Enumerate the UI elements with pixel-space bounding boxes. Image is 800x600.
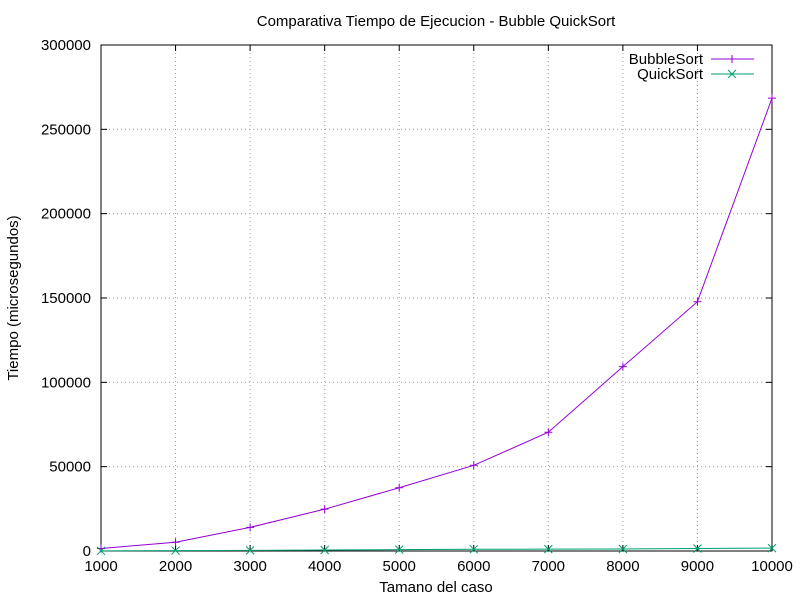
data-point-bubblesort [395, 483, 404, 492]
axis-ticks: 1000 2000 3000 4000 5000 6000 7000 8000 9000 1000… [41, 37, 793, 575]
data-point-quicksort [469, 544, 479, 554]
data-point-quicksort [394, 545, 404, 555]
series-line-quicksort [100, 547, 773, 552]
y-tick-label: 300000 [41, 37, 91, 54]
data-point-quicksort [543, 544, 553, 554]
x-axis-label: Tamano del caso [379, 579, 492, 596]
y-tick-label: 0 [83, 543, 91, 560]
legend-marker-shape-quicksort [727, 69, 737, 79]
x-tick-label: 8000 [606, 558, 639, 575]
y-tick-label: 150000 [41, 290, 91, 307]
x-tick-label: 6000 [457, 558, 490, 575]
data-point-bubblesort [469, 461, 478, 470]
data-point-quicksort [618, 544, 628, 554]
data-point-quicksort [245, 546, 255, 555]
legend: BubbleSort QuickSort [629, 51, 754, 83]
legend-label-quicksort: QuickSort [637, 66, 704, 83]
legend-marker-quicksort [727, 69, 737, 79]
data-point-bubblesort [693, 297, 702, 306]
data-point-bubblesort [544, 428, 553, 437]
y-tick-label: 100000 [41, 374, 91, 391]
data-point-bubblesort [618, 362, 627, 371]
x-tick-label: 4000 [308, 558, 341, 575]
y-tick-label: 200000 [41, 206, 91, 223]
data-point-quicksort [171, 546, 180, 555]
data-point-quicksort [320, 545, 330, 555]
x-tick-label: 2000 [159, 558, 192, 575]
y-tick-label: 250000 [41, 121, 91, 138]
y-axis-label: Tiempo (microsegundos) [5, 215, 22, 380]
x-tick-label: 3000 [233, 558, 266, 575]
y-tick-label: 50000 [49, 459, 91, 476]
x-tick-label: 7000 [532, 558, 565, 575]
chart-title: Comparativa Tiempo de Ejecucion - Bubble… [257, 13, 616, 30]
x-tick-label: 9000 [681, 558, 714, 575]
legend-marker-bubblesort [728, 55, 736, 63]
x-tick-label: 10000 [751, 558, 793, 575]
data-point-bubblesort [171, 538, 180, 547]
data-point-bubblesort [246, 523, 255, 532]
legend-label-bubblesort: BubbleSort [629, 51, 704, 68]
data-point-quicksort [96, 546, 106, 556]
series-group [96, 94, 777, 556]
data-point-quicksort [693, 544, 702, 553]
x-tick-label: 5000 [383, 558, 416, 575]
legend-marker-shape-bubblesort [728, 55, 736, 63]
data-point-bubblesort [768, 94, 776, 103]
x-tick-label: 1000 [84, 558, 117, 575]
series-line-bubblesort [100, 97, 773, 549]
data-point-quicksort [767, 543, 777, 553]
data-point-bubblesort [320, 505, 329, 514]
